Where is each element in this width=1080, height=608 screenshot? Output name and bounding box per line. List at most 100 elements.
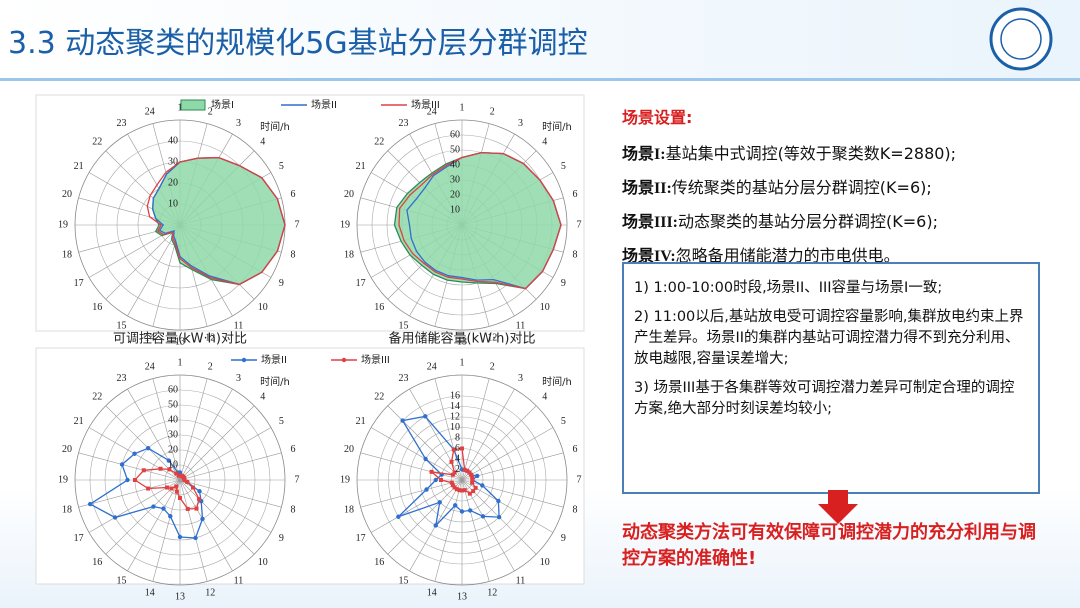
r-tick-label: 20 bbox=[450, 189, 460, 200]
angle-label: 22 bbox=[92, 392, 102, 403]
angle-label: 9 bbox=[279, 278, 284, 289]
angle-label: 11 bbox=[234, 321, 244, 332]
angle-label: 21 bbox=[356, 161, 366, 172]
charts: 1 234567891011121314151617181920212223241… bbox=[35, 94, 585, 602]
angle-label: 5 bbox=[279, 161, 284, 172]
legend-label: 场景II bbox=[311, 98, 337, 111]
angle-label: 15 bbox=[117, 576, 127, 587]
angle-label: 20 bbox=[344, 189, 354, 200]
marker bbox=[473, 485, 478, 490]
legend-label: 场景II bbox=[261, 353, 287, 366]
marker bbox=[460, 446, 464, 451]
angle-label: 6 bbox=[291, 189, 296, 200]
angle-label: 12 bbox=[487, 587, 497, 598]
angle-label: 13 bbox=[175, 336, 185, 347]
r-tick-label: 10 bbox=[168, 459, 178, 470]
r-tick-label: 10 bbox=[450, 204, 460, 215]
marker bbox=[467, 491, 472, 496]
angle-label: 16 bbox=[92, 557, 102, 568]
r-tick-label: 10 bbox=[168, 198, 178, 209]
angle-label: 5 bbox=[279, 416, 284, 427]
marker bbox=[475, 473, 480, 479]
marker bbox=[165, 485, 170, 490]
marker bbox=[450, 483, 455, 488]
spoke bbox=[461, 388, 515, 481]
spoke bbox=[360, 479, 463, 508]
angle-label: 20 bbox=[62, 189, 72, 200]
r-tick-label: 40 bbox=[168, 135, 178, 146]
marker bbox=[465, 468, 470, 473]
angle-label: 4 bbox=[542, 137, 547, 148]
marker bbox=[467, 508, 473, 513]
marker bbox=[133, 478, 137, 482]
angle-label: 9 bbox=[561, 278, 566, 289]
angle-label: 19 bbox=[58, 219, 68, 230]
angle-label: 7 bbox=[577, 474, 582, 485]
angle-label: 16 bbox=[374, 557, 384, 568]
marker bbox=[197, 497, 202, 502]
spoke bbox=[127, 388, 181, 481]
angle-label: 6 bbox=[573, 189, 578, 200]
angle-label: 21 bbox=[356, 416, 366, 427]
angle-label: 14 bbox=[145, 332, 155, 343]
angle-label: 12 bbox=[205, 587, 215, 598]
angle-label: 2 bbox=[490, 106, 495, 117]
marker bbox=[469, 472, 474, 477]
r-tick-label: 20 bbox=[168, 177, 178, 188]
marker bbox=[146, 486, 151, 491]
marker bbox=[87, 501, 93, 507]
angle-label: 4 bbox=[260, 137, 265, 148]
r-tick-label: 40 bbox=[168, 414, 178, 425]
marker bbox=[161, 506, 166, 511]
marker bbox=[190, 485, 195, 490]
marker bbox=[145, 445, 151, 451]
marker bbox=[169, 486, 174, 491]
marker bbox=[433, 523, 438, 528]
marker bbox=[197, 489, 202, 494]
axis-label: 时间/h bbox=[542, 120, 572, 133]
angle-label: 3 bbox=[518, 373, 523, 384]
angle-label: 8 bbox=[573, 250, 578, 261]
r-tick-label: 4 bbox=[455, 453, 460, 464]
r-tick-label: 60 bbox=[450, 129, 460, 140]
logo bbox=[989, 7, 1053, 71]
angle-label: 9 bbox=[561, 533, 566, 544]
angle-label: 5 bbox=[561, 161, 566, 172]
marker bbox=[132, 451, 137, 456]
angle-label: 1 bbox=[460, 102, 465, 113]
marker bbox=[467, 470, 472, 475]
marker bbox=[450, 472, 455, 477]
angle-label: 11 bbox=[516, 576, 526, 587]
axis-label: 时间/h bbox=[542, 375, 572, 388]
r-tick-label: 40 bbox=[450, 159, 460, 170]
r-tick-label: 30 bbox=[450, 174, 460, 185]
legend-marker bbox=[341, 357, 347, 363]
marker bbox=[424, 487, 429, 492]
marker bbox=[433, 477, 438, 483]
angle-label: 8 bbox=[573, 505, 578, 516]
marker bbox=[200, 516, 205, 522]
marker bbox=[453, 503, 458, 508]
scenario-item: 场景II:传统聚类的基站分层分群调控(K=6); bbox=[622, 174, 1062, 198]
scenario-label: 场景II: bbox=[622, 180, 672, 197]
scenario-label: 场景IV: bbox=[622, 248, 676, 265]
angle-label: 18 bbox=[62, 250, 72, 261]
angle-label: 6 bbox=[573, 444, 578, 455]
spoke bbox=[360, 452, 463, 481]
marker bbox=[439, 478, 443, 482]
marker bbox=[168, 514, 173, 519]
angle-label: 19 bbox=[58, 474, 68, 485]
spoke bbox=[409, 388, 463, 481]
marker bbox=[459, 509, 465, 514]
angle-label: 2 bbox=[208, 106, 213, 117]
angle-label: 14 bbox=[145, 587, 155, 598]
r-tick-label: 2 bbox=[455, 464, 460, 475]
angle-label: 23 bbox=[117, 373, 127, 384]
angle-label: 20 bbox=[62, 444, 72, 455]
spoke bbox=[127, 479, 181, 572]
angle-label: 2 bbox=[490, 361, 495, 372]
spoke bbox=[152, 479, 181, 582]
note: 3) 场景III基于各集群等效可调控潜力差异可制定合理的调控方案,绝大部分时刻误… bbox=[634, 380, 1015, 417]
marker bbox=[449, 459, 454, 464]
angle-label: 22 bbox=[374, 137, 384, 148]
